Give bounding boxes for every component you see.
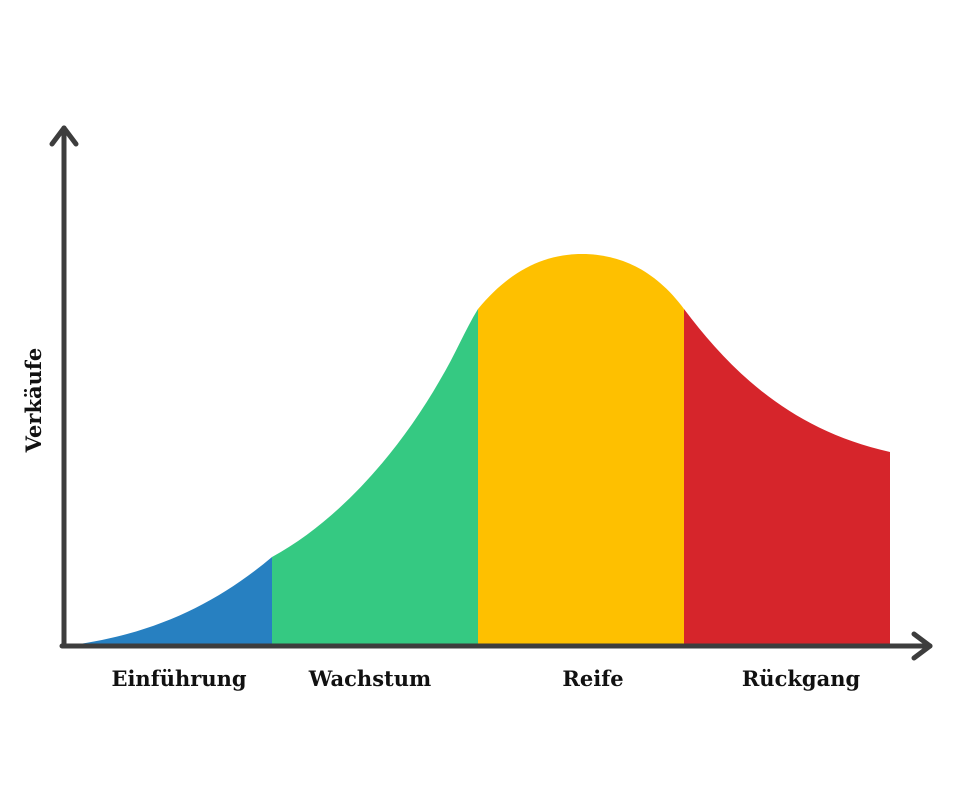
y-axis-arrowhead <box>49 125 79 147</box>
stage-label-rueckgang: Rückgang <box>742 666 861 691</box>
segment-reife <box>478 254 684 646</box>
stage-label-reife: Reife <box>562 666 623 691</box>
stage-label-einfuehrung: Einführung <box>111 666 246 691</box>
segment-rueckgang <box>684 309 890 646</box>
segment-einfuehrung <box>64 557 272 646</box>
stage-label-wachstum: Wachstum <box>308 666 431 691</box>
x-axis-arrowhead <box>911 631 933 661</box>
y-axis-label: Verkäufe <box>21 348 46 454</box>
segment-wachstum <box>272 309 478 646</box>
